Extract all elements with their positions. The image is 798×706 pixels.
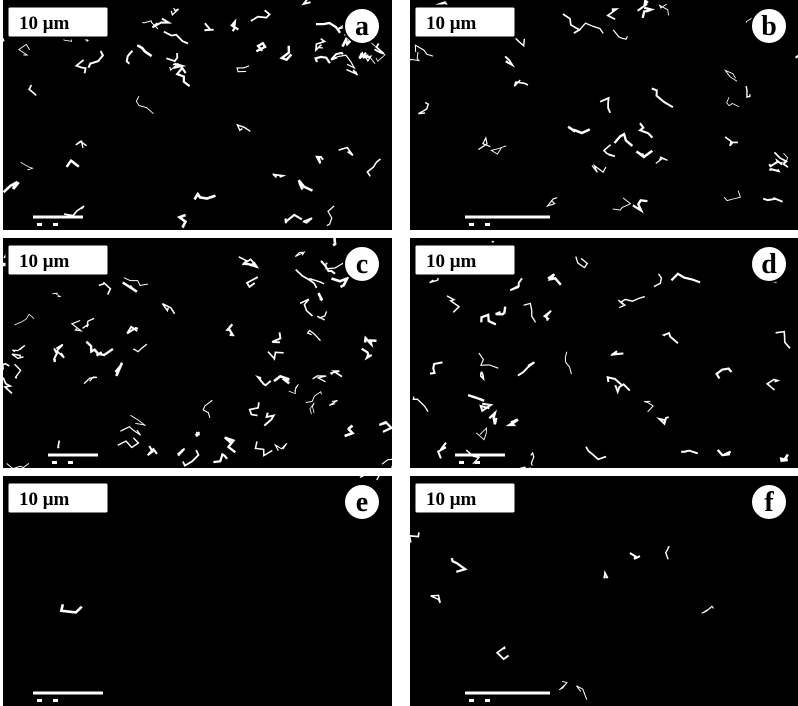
scale-dot [52,461,57,464]
panel-letter: a [355,11,369,42]
scale-label: 10 μm [426,489,477,510]
scale-dot [469,223,474,226]
scale-dot [37,699,42,702]
sem-panel: 10 μm a [0,0,392,230]
scale-dot [37,223,42,226]
panel-letter: b [761,11,777,42]
scale-dot [53,223,58,226]
scale-label: 10 μm [19,251,70,272]
scale-label: 10 μm [426,251,477,272]
scale-dot [68,461,73,464]
sem-panel: 10 μm f [409,476,798,706]
figure: 10 μm a 10 μm b 10 μm c 10 μm d 10 μm e 10 μm f [0,0,798,706]
texture-streak [521,467,531,472]
sem-panel: 10 μm e [3,472,392,706]
sem-panel: 10 μm d [410,238,798,472]
scale-dot [53,699,58,702]
scale-dot [459,461,464,464]
sem-panel: 10 μm c [0,232,396,468]
scale-dot [485,699,490,702]
panel-letter: c [356,249,368,280]
scale-dot [469,699,474,702]
scale-dot [475,461,480,464]
sem-panel: 10 μm b [405,0,798,230]
panel-letter: d [761,249,777,280]
scale-label: 10 μm [426,13,477,34]
scale-label: 10 μm [19,489,70,510]
panel-letter: f [764,487,774,518]
scale-label: 10 μm [19,13,70,34]
scale-dot [485,223,490,226]
panel-letter: e [356,487,368,518]
